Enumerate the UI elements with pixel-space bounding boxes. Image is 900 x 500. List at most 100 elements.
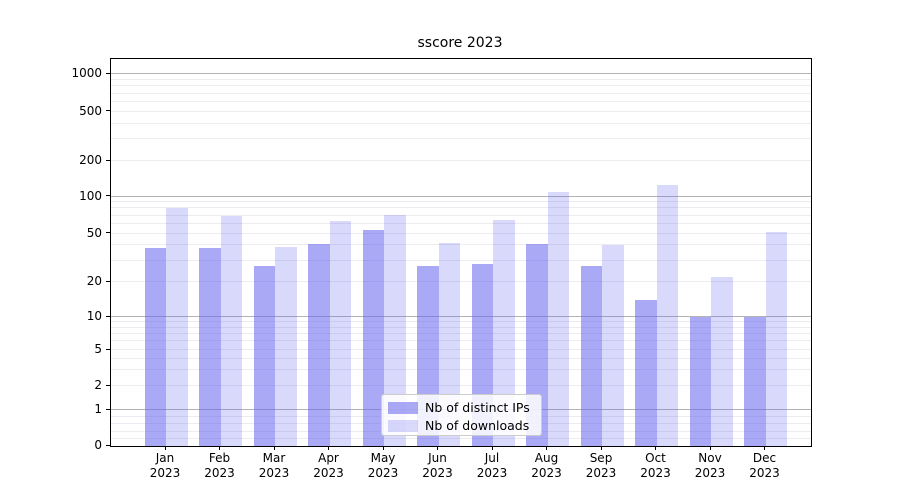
bar-distinct-ips xyxy=(199,248,221,446)
gridline-minor xyxy=(111,207,811,209)
y-tick-mark xyxy=(106,348,110,350)
gridline-minor xyxy=(111,437,811,439)
gridline-minor xyxy=(111,122,811,124)
y-tick-label: 10 xyxy=(86,309,102,323)
y-tick-label: 2 xyxy=(94,378,102,392)
bar-distinct-ips xyxy=(144,248,166,446)
gridline-minor xyxy=(111,100,811,102)
x-tick-label: Mar 2023 xyxy=(258,451,290,480)
x-tick-label: Jul 2023 xyxy=(476,451,508,480)
x-tick-mark xyxy=(546,446,548,450)
gridline-major xyxy=(111,316,811,317)
x-tick-mark xyxy=(764,446,766,450)
x-tick-label: Dec 2023 xyxy=(749,451,780,480)
legend-swatch-downloads xyxy=(388,419,418,432)
legend-swatch-ips xyxy=(388,401,418,414)
chart-title: sscore 2023 xyxy=(417,35,503,51)
y-tick-mark xyxy=(106,384,110,386)
y-tick-mark xyxy=(106,232,110,234)
gridline-minor xyxy=(111,110,811,112)
legend-item-downloads: Nb of downloads xyxy=(388,417,541,434)
gridline-minor xyxy=(111,326,811,328)
y-tick-mark xyxy=(106,408,110,410)
x-tick-mark xyxy=(164,446,166,450)
x-tick-label: Nov 2023 xyxy=(694,451,726,480)
y-tick-mark xyxy=(106,315,110,317)
gridline-major xyxy=(111,73,811,75)
gridline-minor xyxy=(111,244,811,246)
y-tick-mark xyxy=(106,110,110,112)
y-tick-mark xyxy=(106,444,110,446)
gridline-minor xyxy=(111,340,811,342)
gridline-minor xyxy=(111,357,811,359)
bar-downloads xyxy=(711,276,733,446)
y-tick-label: 1000 xyxy=(71,66,102,81)
bar-downloads xyxy=(493,219,515,446)
x-tick-label: Apr 2023 xyxy=(313,451,344,480)
bar-distinct-ips xyxy=(362,230,384,446)
y-tick-label: 50 xyxy=(86,225,102,240)
x-tick-mark xyxy=(491,446,493,450)
x-tick-mark xyxy=(600,446,602,450)
bar-downloads xyxy=(329,221,351,446)
bar-downloads xyxy=(384,214,406,446)
y-tick-label: 100 xyxy=(79,188,102,203)
bar-downloads xyxy=(166,208,188,446)
gridline-minor xyxy=(111,79,811,80)
bar-distinct-ips xyxy=(253,266,275,446)
gridline-minor xyxy=(111,369,811,371)
gridline-minor xyxy=(111,92,811,94)
y-tick-mark xyxy=(106,72,110,75)
bar-distinct-ips xyxy=(689,317,711,446)
x-tick-mark xyxy=(709,446,711,450)
y-tick-label: 1 xyxy=(94,402,102,416)
x-tick-mark xyxy=(382,446,384,450)
y-tick-label: 5 xyxy=(94,342,102,356)
y-tick-mark xyxy=(106,195,110,197)
x-tick-mark xyxy=(437,446,439,450)
gridline-minor xyxy=(111,332,811,334)
bar-distinct-ips xyxy=(635,300,657,446)
gridline-minor xyxy=(111,385,811,386)
x-tick-label: Jan 2023 xyxy=(149,451,181,480)
bar-downloads xyxy=(275,246,297,446)
bar-distinct-ips xyxy=(744,317,766,446)
x-tick-label: May 2023 xyxy=(367,451,399,480)
x-tick-mark xyxy=(328,446,330,450)
gridline-minor xyxy=(111,259,811,261)
legend-label-downloads: Nb of downloads xyxy=(425,418,530,433)
gridline-minor xyxy=(111,85,811,87)
y-tick-mark xyxy=(106,159,110,161)
legend: Nb of distinct IPs Nb of downloads xyxy=(381,394,542,436)
y-tick-label: 0 xyxy=(94,438,102,452)
gridline-minor xyxy=(111,138,811,140)
x-tick-mark xyxy=(219,446,221,450)
bar-distinct-ips xyxy=(308,244,330,446)
y-tick-mark xyxy=(106,280,110,282)
x-tick-label: Sep 2023 xyxy=(585,451,617,480)
x-tick-label: Jun 2023 xyxy=(422,451,453,480)
legend-label-ips: Nb of distinct IPs xyxy=(425,400,530,415)
bar-downloads xyxy=(220,215,242,446)
legend-item-distinct-ips: Nb of distinct IPs xyxy=(388,399,541,416)
gridline-minor xyxy=(111,201,811,203)
gridline-minor xyxy=(111,214,811,216)
bar-downloads xyxy=(547,191,569,446)
bar-distinct-ips xyxy=(580,266,602,446)
gridline-minor xyxy=(111,349,811,350)
bar-downloads xyxy=(602,245,624,446)
gridline-major xyxy=(111,195,811,197)
gridline-minor xyxy=(111,321,811,323)
y-tick-label: 200 xyxy=(79,153,102,167)
x-tick-label: Aug 2023 xyxy=(531,451,562,480)
gridline-minor xyxy=(111,281,811,282)
y-tick-label: 20 xyxy=(86,274,102,288)
bar-downloads xyxy=(656,185,678,446)
gridline-minor xyxy=(111,222,811,224)
x-tick-mark xyxy=(273,446,275,450)
gridline-minor xyxy=(111,232,811,234)
plot-area: Nb of distinct IPs Nb of downloads xyxy=(110,58,812,447)
gridline-minor xyxy=(111,160,811,161)
x-tick-label: Oct 2023 xyxy=(640,451,671,480)
